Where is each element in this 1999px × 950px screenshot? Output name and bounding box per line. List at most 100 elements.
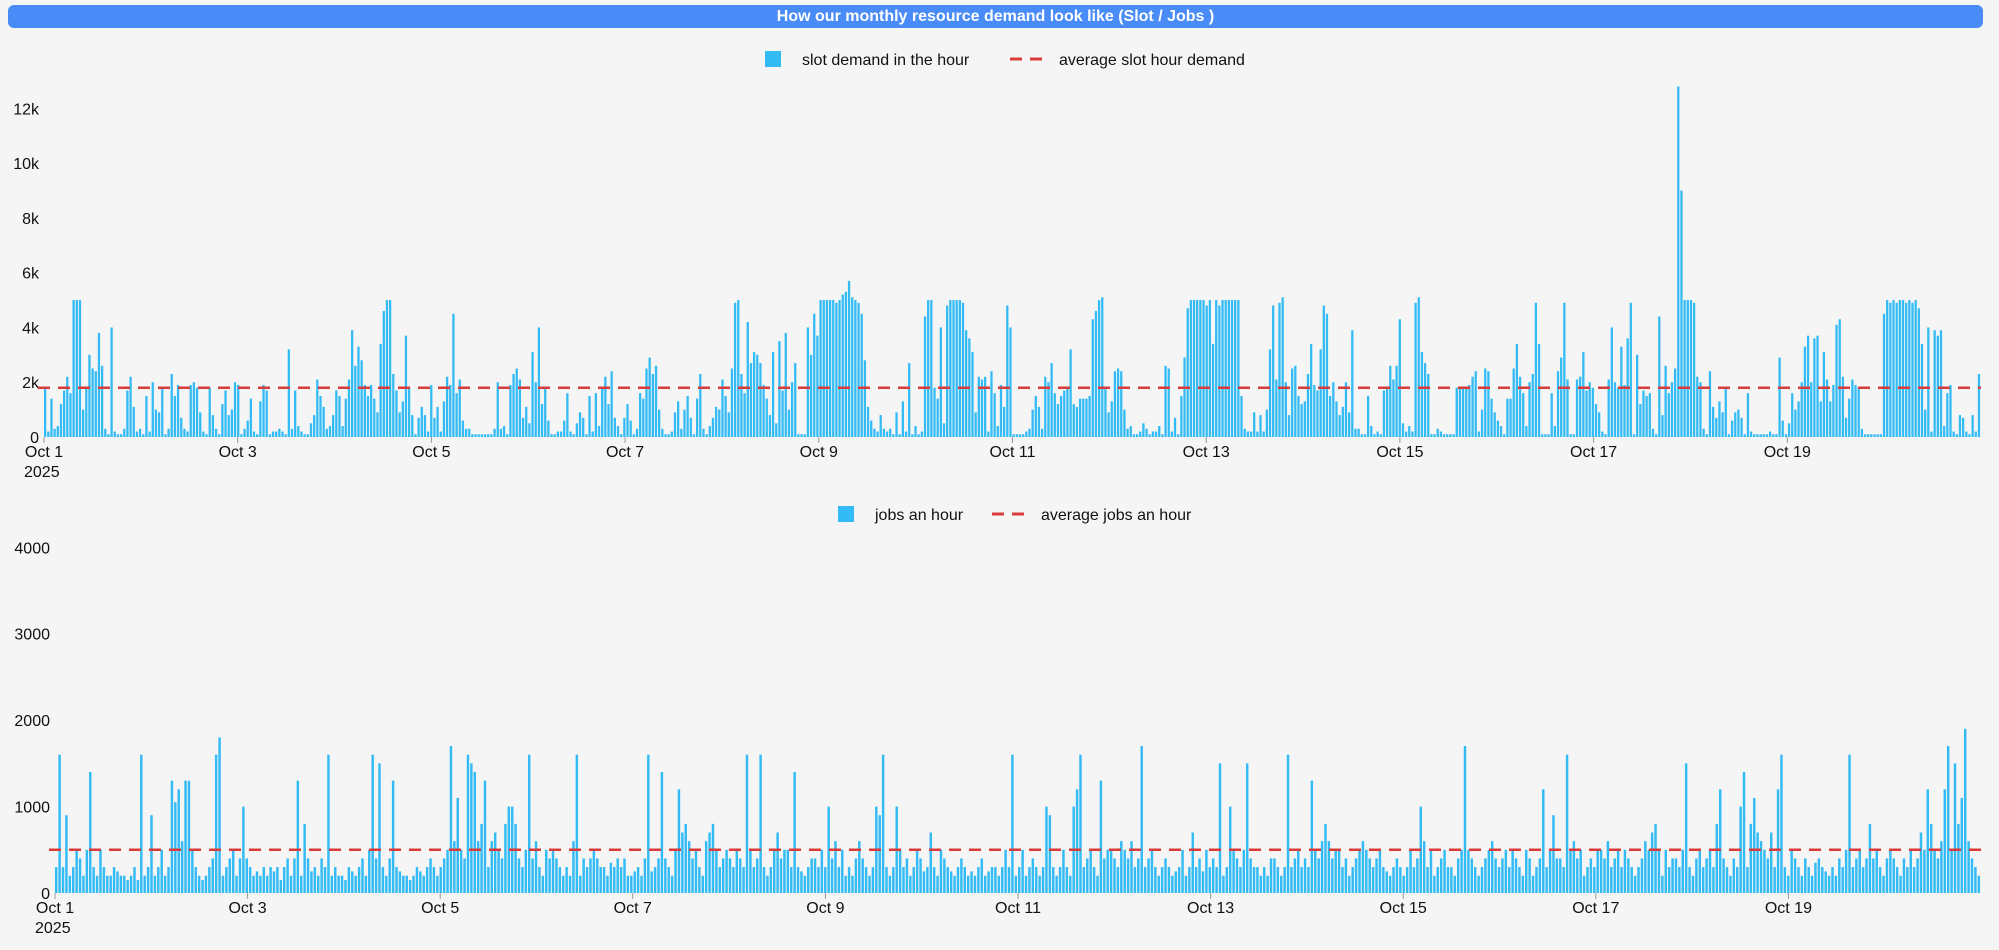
bar xyxy=(1078,398,1082,437)
bar xyxy=(613,867,616,893)
bar xyxy=(784,332,787,437)
bar xyxy=(1494,858,1497,893)
bar xyxy=(1116,368,1120,437)
bar xyxy=(1188,867,1191,893)
bar xyxy=(1408,426,1411,437)
bar xyxy=(94,371,97,437)
bar xyxy=(1670,382,1674,437)
bar xyxy=(895,412,898,437)
bar xyxy=(1610,867,1613,893)
bar xyxy=(1399,867,1402,893)
bar xyxy=(1636,354,1639,437)
bar xyxy=(1376,431,1379,437)
bar xyxy=(582,858,585,893)
bar xyxy=(1629,302,1632,437)
bar xyxy=(677,401,680,437)
bar xyxy=(381,867,385,893)
bar xyxy=(1382,867,1385,893)
bar xyxy=(1373,434,1376,437)
bar xyxy=(1329,395,1332,437)
bar xyxy=(973,875,977,893)
bar xyxy=(1040,428,1044,437)
bar xyxy=(1821,867,1824,893)
bar xyxy=(1113,371,1117,437)
bar xyxy=(1957,823,1960,893)
bar xyxy=(953,875,956,893)
bar xyxy=(983,875,987,893)
bar xyxy=(1598,412,1601,437)
bar xyxy=(1240,395,1243,437)
bar xyxy=(517,858,521,893)
bar xyxy=(1680,190,1683,437)
bar xyxy=(1202,300,1205,437)
bar xyxy=(990,371,993,437)
bar xyxy=(1504,849,1508,893)
bar xyxy=(85,849,89,893)
bar xyxy=(1929,823,1933,893)
bar xyxy=(1021,849,1024,893)
bar xyxy=(1341,406,1344,437)
bar xyxy=(477,434,480,437)
bar xyxy=(91,368,94,437)
bar xyxy=(1420,352,1424,437)
bar xyxy=(1963,728,1967,893)
bar xyxy=(191,849,194,893)
bar xyxy=(756,354,759,437)
bar xyxy=(589,858,592,893)
bar xyxy=(1196,300,1199,437)
bar xyxy=(610,371,613,437)
bar xyxy=(1695,858,1698,893)
bar xyxy=(781,390,784,437)
bar xyxy=(1606,841,1610,893)
bar xyxy=(521,417,525,437)
bar xyxy=(126,390,129,437)
bar xyxy=(905,858,909,893)
bar xyxy=(129,875,133,893)
bar xyxy=(1075,789,1079,893)
bar xyxy=(1052,867,1055,893)
bar xyxy=(592,849,596,893)
bar xyxy=(123,428,126,437)
bar xyxy=(1058,867,1062,893)
bar xyxy=(1348,875,1351,893)
bar xyxy=(221,404,224,437)
bar xyxy=(1038,875,1041,893)
bar xyxy=(1508,867,1511,893)
bar xyxy=(322,406,325,437)
bar xyxy=(1048,815,1052,893)
bar xyxy=(1338,415,1341,437)
bar xyxy=(44,387,47,437)
bar xyxy=(376,412,379,437)
bar xyxy=(1585,390,1588,437)
bar xyxy=(446,849,449,893)
bar xyxy=(1515,343,1519,437)
bar xyxy=(667,867,670,893)
bar xyxy=(72,300,75,437)
bar xyxy=(1034,395,1037,437)
bar xyxy=(1123,409,1126,437)
bar xyxy=(860,313,863,437)
bar xyxy=(1106,849,1109,893)
bar xyxy=(1069,875,1072,893)
bar xyxy=(1402,875,1405,893)
bar xyxy=(92,867,95,893)
bar xyxy=(1458,387,1462,437)
bar xyxy=(793,772,796,893)
bar xyxy=(1522,393,1525,437)
bar xyxy=(287,349,290,437)
bar xyxy=(613,417,616,437)
bar xyxy=(1525,849,1528,893)
bar xyxy=(1278,302,1281,437)
bar xyxy=(1053,393,1056,437)
bar xyxy=(1810,875,1814,893)
bar xyxy=(562,875,565,893)
bar xyxy=(140,754,143,893)
bar xyxy=(971,352,974,437)
bar xyxy=(1528,382,1531,437)
bar xyxy=(1079,754,1082,893)
bar xyxy=(252,875,255,893)
bar xyxy=(768,415,772,437)
bar xyxy=(154,409,158,437)
bar xyxy=(1337,849,1341,893)
bar xyxy=(456,797,459,893)
